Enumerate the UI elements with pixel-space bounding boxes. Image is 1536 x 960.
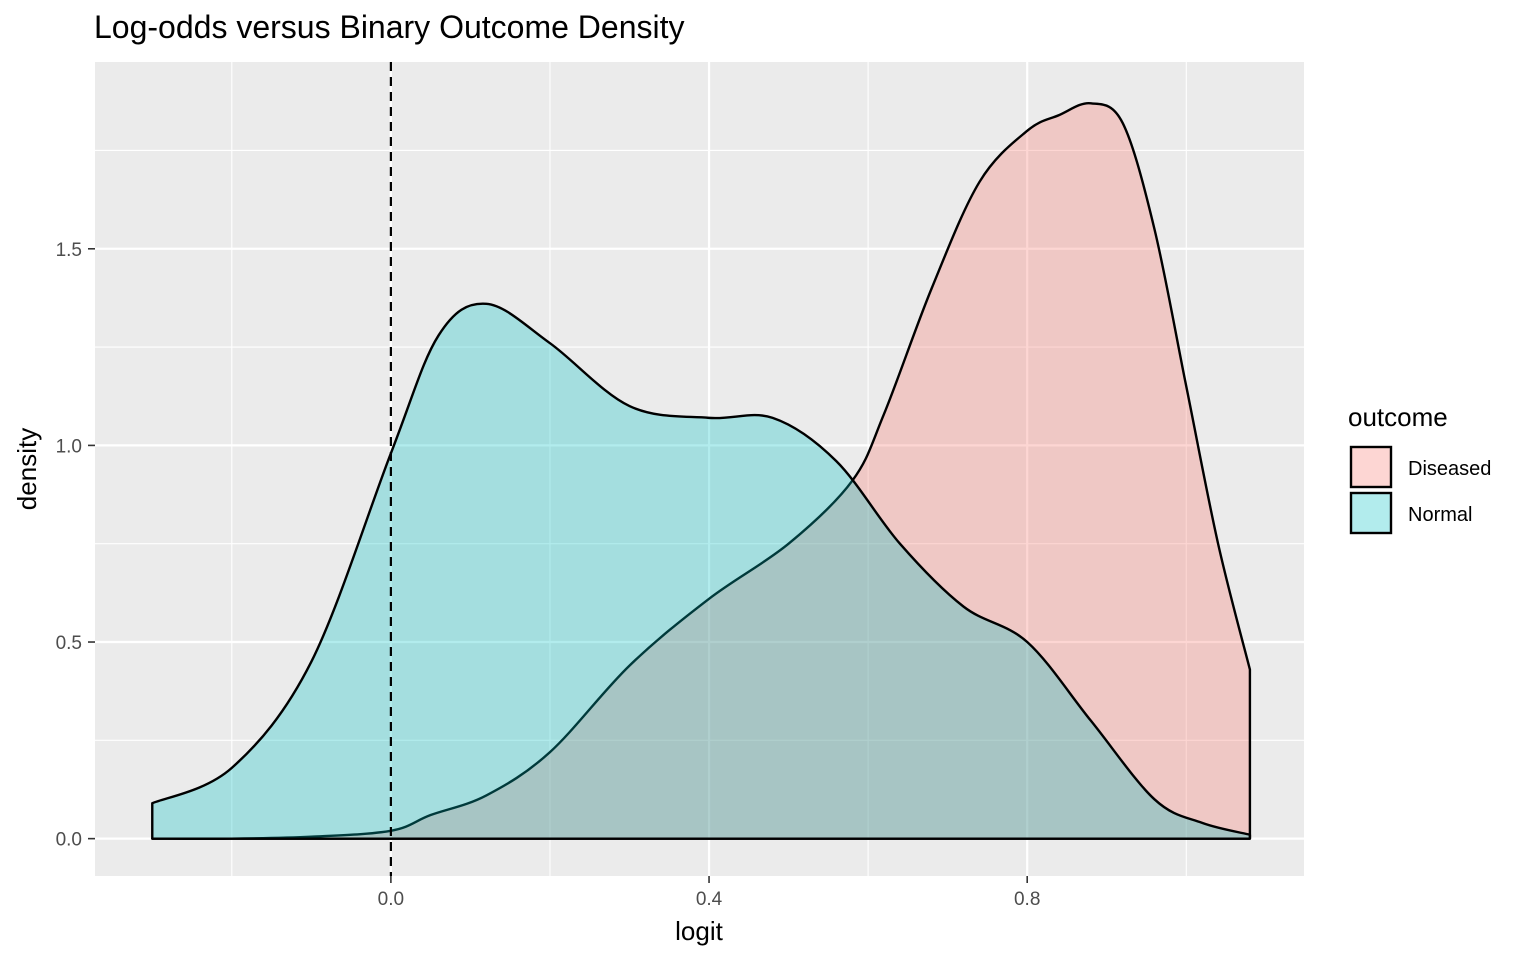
y-axis-title: density — [12, 428, 42, 510]
legend-key-normal — [1350, 492, 1392, 534]
legend-label-diseased: Diseased — [1408, 458, 1491, 480]
legend-key-diseased — [1350, 446, 1392, 488]
legend-label-normal: Normal — [1408, 504, 1472, 526]
legend-swatch-normal — [1349, 491, 1393, 535]
axes: 0.0 0.4 0.8 0.0 0.5 1.0 1.5 — [56, 240, 1041, 910]
chart-title: Log-odds versus Binary Outcome Density — [94, 9, 684, 45]
x-axis-title: logit — [675, 916, 723, 946]
x-tick-label: 0.4 — [696, 889, 723, 910]
x-tick-label: 0.0 — [378, 889, 404, 910]
legend-title: outcome — [1348, 402, 1448, 432]
density-area-diseased — [151, 102, 1252, 840]
y-tick-label: 1.0 — [56, 436, 82, 457]
density-areas — [151, 102, 1252, 840]
y-tick-label: 0.5 — [56, 633, 82, 654]
y-tick-label: 1.5 — [56, 240, 82, 261]
legend: outcome Diseased Normal — [1348, 402, 1491, 535]
y-tick-label: 0.0 — [56, 830, 82, 851]
legend-swatch-diseased — [1349, 445, 1393, 489]
x-tick-label: 0.8 — [1014, 889, 1040, 910]
density-area-normal — [151, 302, 1252, 840]
